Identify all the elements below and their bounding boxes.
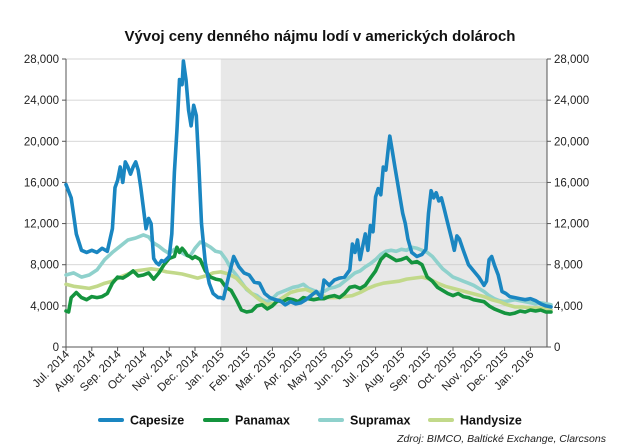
y-tick-label-right: 20,000 [554, 136, 589, 148]
y-tick-label-left: 20,000 [24, 136, 59, 148]
y-tick-label-right: 0 [554, 342, 560, 354]
legend: Capesize Panamax Supramax Handysize [98, 414, 522, 428]
series-line-capesize [64, 59, 553, 309]
plot-area: 0 0 4,000 4,000 8,000 8,000 12,000 12,000 16,000… [24, 54, 589, 394]
y-tick-label-right: 24,000 [554, 95, 589, 107]
y-tick-label-left: 4,000 [30, 301, 59, 313]
y-tick-label-left: 16,000 [24, 177, 59, 189]
legend-label-handysize: Handysize [460, 414, 522, 428]
series-line-handysize [64, 267, 553, 312]
y-tick-label-right: 28,000 [554, 54, 589, 66]
chart-title: Vývoj ceny denného nájmu lodí v americký… [125, 28, 516, 45]
legend-label-panamax: Panamax [235, 414, 290, 428]
y-tick-label-right: 4,000 [554, 301, 583, 313]
y-tick-label-left: 8,000 [30, 260, 59, 272]
series-line-panamax [64, 245, 553, 316]
legend-label-capesize: Capesize [130, 414, 184, 428]
y-tick-label-left: 0 [53, 342, 59, 354]
y-tick-label-right: 8,000 [554, 260, 583, 272]
y-tick-label-right: 12,000 [554, 219, 589, 231]
y-tick-label-left: 12,000 [24, 219, 59, 231]
source-note: Zdroj: BIMCO, Baltické Exchange, Clarcso… [396, 433, 607, 445]
y-tick-label-right: 16,000 [554, 177, 589, 189]
y-tick-label-left: 24,000 [24, 95, 59, 107]
legend-label-supramax: Supramax [350, 414, 410, 428]
y-tick-label-left: 28,000 [24, 54, 59, 66]
